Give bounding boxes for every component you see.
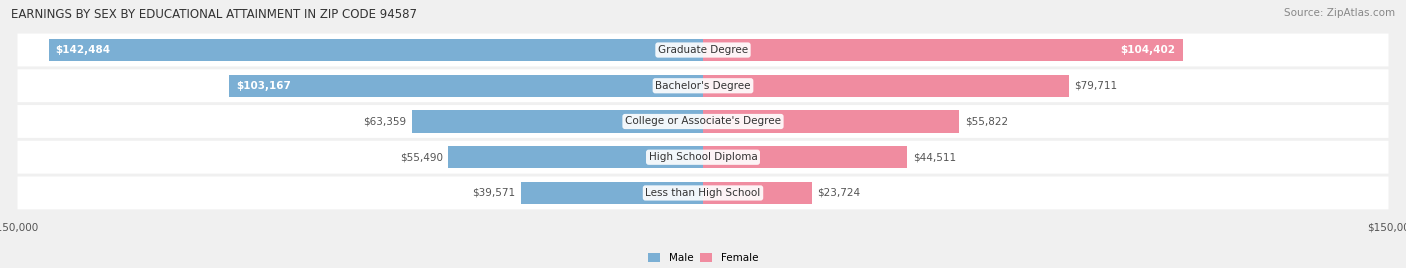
Text: $44,511: $44,511	[912, 152, 956, 162]
Text: Graduate Degree: Graduate Degree	[658, 45, 748, 55]
Text: $55,822: $55,822	[965, 117, 1008, 126]
Text: Less than High School: Less than High School	[645, 188, 761, 198]
Text: EARNINGS BY SEX BY EDUCATIONAL ATTAINMENT IN ZIP CODE 94587: EARNINGS BY SEX BY EDUCATIONAL ATTAINMEN…	[11, 8, 418, 21]
Bar	[412, 110, 703, 133]
Bar	[449, 146, 703, 168]
Text: $142,484: $142,484	[55, 45, 111, 55]
Bar	[703, 182, 811, 204]
Bar	[703, 39, 1182, 61]
Text: $39,571: $39,571	[472, 188, 516, 198]
Bar	[703, 146, 907, 168]
Text: Source: ZipAtlas.com: Source: ZipAtlas.com	[1284, 8, 1395, 18]
FancyBboxPatch shape	[17, 177, 1389, 209]
Text: $103,167: $103,167	[236, 81, 291, 91]
Text: $104,402: $104,402	[1121, 45, 1175, 55]
Bar	[229, 75, 703, 97]
FancyBboxPatch shape	[17, 34, 1389, 66]
Text: $23,724: $23,724	[817, 188, 860, 198]
Bar	[49, 39, 703, 61]
Text: $55,490: $55,490	[399, 152, 443, 162]
Text: Bachelor's Degree: Bachelor's Degree	[655, 81, 751, 91]
FancyBboxPatch shape	[17, 141, 1389, 174]
FancyBboxPatch shape	[17, 105, 1389, 138]
Bar	[522, 182, 703, 204]
Legend: Male, Female: Male, Female	[644, 249, 762, 267]
Text: College or Associate's Degree: College or Associate's Degree	[626, 117, 780, 126]
Bar	[703, 75, 1069, 97]
Bar	[703, 110, 959, 133]
Text: $79,711: $79,711	[1074, 81, 1118, 91]
Text: High School Diploma: High School Diploma	[648, 152, 758, 162]
FancyBboxPatch shape	[17, 69, 1389, 102]
Text: $63,359: $63,359	[363, 117, 406, 126]
